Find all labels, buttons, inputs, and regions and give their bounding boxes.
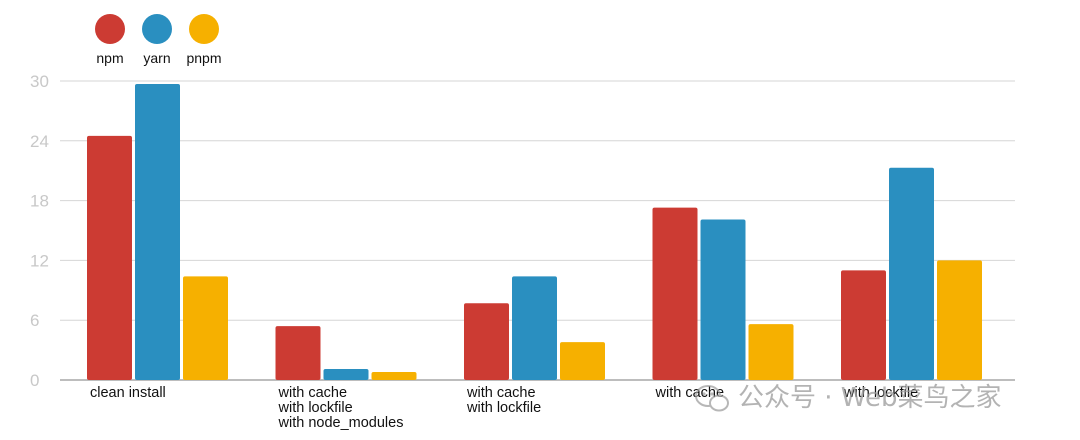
legend-label-npm: npm xyxy=(96,50,123,66)
x-category-label-line: with cache xyxy=(466,385,536,401)
wechat-icon xyxy=(695,385,729,412)
x-category-label: with cache xyxy=(655,385,725,401)
y-tick-label: 30 xyxy=(30,72,49,91)
bar-pnpm-2 xyxy=(560,342,605,380)
bar-npm-0 xyxy=(87,135,132,380)
bar-pnpm-1 xyxy=(371,372,417,380)
y-tick-label: 18 xyxy=(30,192,49,211)
y-tick-label: 0 xyxy=(30,371,39,390)
watermark: 公众号 · Web菜鸟之家 xyxy=(695,383,1001,413)
bar-npm-3 xyxy=(652,207,698,380)
legend-swatch-npm xyxy=(95,14,125,44)
bar-yarn-3 xyxy=(700,219,746,380)
y-tick-label: 24 xyxy=(30,132,49,151)
bar-yarn-0 xyxy=(135,83,180,381)
watermark-text: 公众号 · Web菜鸟之家 xyxy=(738,383,1001,413)
bar-pnpm-4 xyxy=(937,260,982,380)
x-category-label: with cache with lockfile xyxy=(466,385,541,416)
y-tick-label: 12 xyxy=(30,251,49,270)
legend-swatch-yarn xyxy=(142,14,172,44)
x-category-label-line: with lockfile xyxy=(466,400,541,416)
x-category-label-line: clean install xyxy=(90,385,166,401)
x-category-label-line: with lockfile xyxy=(843,385,918,401)
bar-npm-4 xyxy=(841,270,886,380)
bars xyxy=(87,83,982,381)
legend-swatch-pnpm xyxy=(189,14,219,44)
legend: npm yarn pnpm xyxy=(95,14,222,66)
bar-npm-1 xyxy=(275,326,321,380)
bar-npm-2 xyxy=(464,303,509,380)
bar-yarn-4 xyxy=(889,167,934,380)
legend-label-pnpm: pnpm xyxy=(186,50,221,66)
x-category-label: clean install xyxy=(90,385,166,401)
x-category-label-line: with node_modules xyxy=(278,415,404,431)
x-category-label-line: with cache xyxy=(278,385,348,401)
x-category-label: with lockfile xyxy=(843,385,918,401)
y-tick-label: 6 xyxy=(30,311,39,330)
x-category-label: with cache with lockfile with node_modules xyxy=(278,385,404,431)
y-axis-ticks: 0 6 12 18 24 30 xyxy=(30,72,49,390)
bar-pnpm-3 xyxy=(748,324,794,380)
x-axis-labels: clean install with cache with lockfile with… xyxy=(90,385,918,431)
bar-pnpm-0 xyxy=(183,276,228,380)
x-category-label-line: with cache xyxy=(655,385,725,401)
bar-yarn-2 xyxy=(512,276,557,380)
x-category-label-line: with lockfile xyxy=(278,400,353,416)
bar-yarn-1 xyxy=(323,369,369,380)
legend-label-yarn: yarn xyxy=(143,50,170,66)
